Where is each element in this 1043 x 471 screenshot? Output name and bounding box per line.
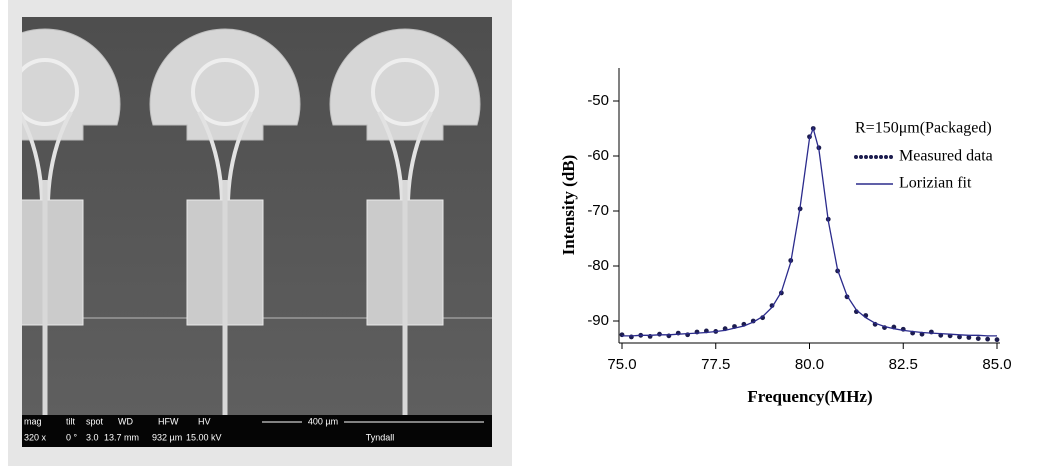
data-point: [957, 334, 962, 340]
legend-dot: [884, 155, 888, 159]
pad: [329, 28, 481, 141]
data-point: [966, 335, 972, 340]
data-point: [994, 337, 1000, 343]
databar-value: 15.00 kV: [186, 432, 222, 442]
loop: [191, 58, 259, 126]
databar-value: 932 µm: [152, 432, 182, 442]
scale-label: 400 µm: [308, 416, 338, 426]
databar-value: 3.0: [86, 432, 99, 442]
x-axis-label: Frequency(MHz): [747, 387, 872, 406]
databar-header: HFW: [158, 416, 179, 426]
annotation: R=150μm(Packaged): [855, 120, 992, 137]
legend-dot: [864, 155, 868, 159]
x-tick-label: 75.0: [607, 356, 636, 373]
lab-label: Tyndall: [366, 432, 395, 442]
databar-header: spot: [86, 416, 104, 426]
sem-image: [22, 17, 492, 415]
pad: [149, 28, 301, 141]
stem: [22, 111, 73, 201]
databar-header: tilt: [66, 416, 75, 426]
legend-dot: [889, 155, 893, 159]
x-tick-label: 77.5: [701, 356, 730, 373]
databar-value: 320 x: [24, 432, 47, 442]
legend-dot: [859, 155, 863, 159]
data-point: [760, 315, 766, 321]
loop: [22, 58, 79, 126]
stem: [377, 111, 433, 201]
x-tick-label: 85.0: [982, 356, 1011, 373]
y-axis-label: Intensity (dB): [559, 155, 578, 256]
x-tick-label: 82.5: [889, 356, 918, 373]
databar: [22, 415, 492, 447]
y-tick-label: -70: [587, 202, 609, 219]
loop: [371, 58, 439, 126]
legend-dot: [879, 155, 883, 159]
databar-value: 13.7 mm: [104, 432, 139, 442]
legend-label: Lorizian fit: [899, 175, 972, 192]
legend-dot: [874, 155, 878, 159]
data-point: [975, 336, 981, 341]
databar-header: WD: [118, 416, 133, 426]
y-tick-label: -60: [587, 147, 609, 164]
legend-dot: [869, 155, 873, 159]
chart: Intensity (dB) Frequency(MHz) R=150μm(Pa…: [559, 68, 1012, 406]
data-point: [985, 336, 991, 342]
y-tick-label: -80: [587, 257, 609, 274]
legend-label: Measured data: [899, 148, 993, 165]
databar-header: HV: [198, 416, 211, 426]
databar-header: mag: [24, 416, 42, 426]
stem: [197, 111, 253, 201]
y-tick-label: -90: [587, 312, 609, 329]
databar-value: 0 °: [66, 432, 78, 442]
x-tick-label: 80.0: [795, 356, 824, 373]
fit-line: [622, 126, 997, 337]
pad: [22, 28, 121, 141]
electrode: [22, 199, 84, 326]
y-tick-label: -50: [587, 92, 609, 109]
legend-dot: [854, 155, 858, 159]
